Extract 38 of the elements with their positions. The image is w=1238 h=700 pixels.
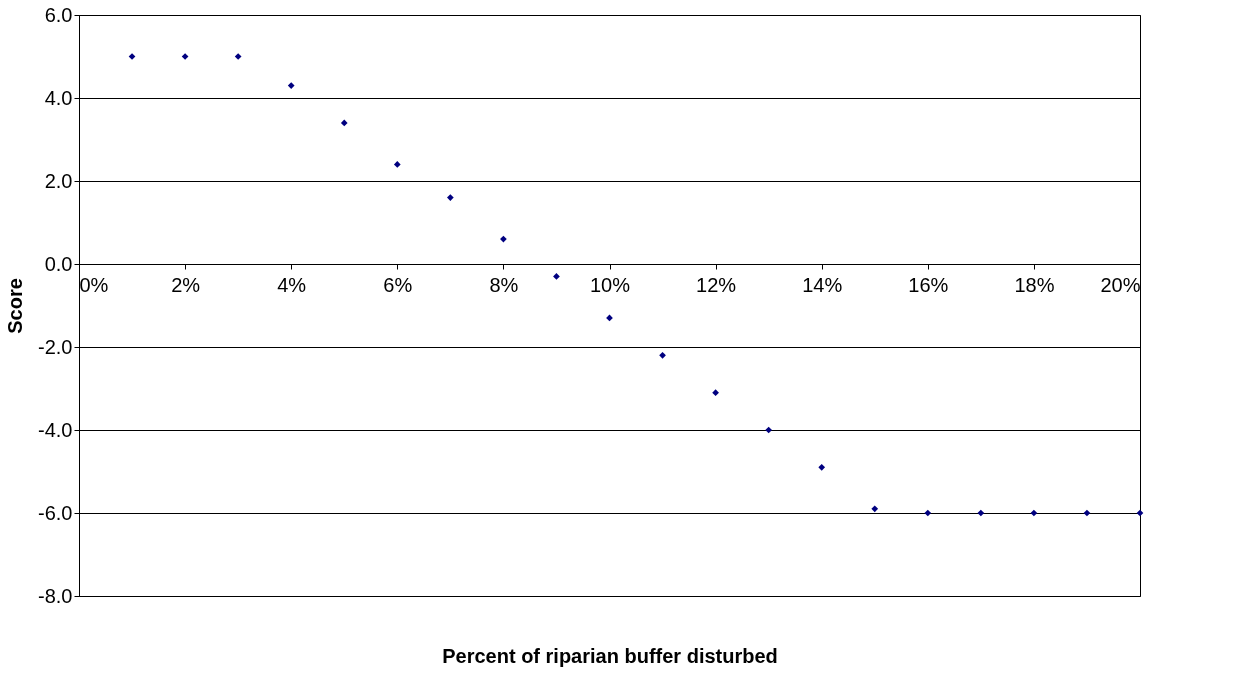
point <box>553 273 560 280</box>
y-tick-label: -2.0 <box>38 335 73 358</box>
point <box>447 194 454 201</box>
x-tick-label: 10% <box>589 273 631 296</box>
x-tick-label: 2% <box>171 273 201 296</box>
point <box>287 82 295 89</box>
point <box>393 161 401 168</box>
x-tick-label: 16% <box>908 273 949 296</box>
point <box>871 505 879 513</box>
x-tick-label: 20% <box>1100 273 1141 296</box>
x-tick-label: 4% <box>277 273 307 296</box>
point <box>234 53 242 60</box>
point <box>977 509 985 517</box>
y-tick-label: -4.0 <box>38 418 73 441</box>
x-tick-label: 14% <box>802 273 843 296</box>
x-axis-title: Percent of riparian buffer disturbed <box>442 644 778 667</box>
y-axis-title: Score <box>4 278 27 334</box>
x-tick-label: 0% <box>79 273 109 296</box>
point <box>659 351 666 359</box>
point <box>1030 509 1038 517</box>
x-tick-label: 12% <box>696 273 737 296</box>
y-tick-label: -8.0 <box>38 584 73 607</box>
x-tick-label: 6% <box>383 273 413 296</box>
point <box>500 235 507 243</box>
point <box>1136 509 1144 517</box>
x-tick-label: 18% <box>1014 273 1055 296</box>
y-tick-label: 6.0 <box>44 3 73 26</box>
point <box>340 119 348 127</box>
y-tick-label: 2.0 <box>44 169 73 192</box>
point <box>765 426 772 434</box>
point <box>818 464 826 471</box>
y-tick-label: -6.0 <box>38 501 73 524</box>
y-tick-label: 0.0 <box>44 252 73 275</box>
y-tick-label: 4.0 <box>44 86 73 109</box>
point <box>924 509 932 517</box>
point <box>1083 509 1091 517</box>
point <box>712 389 719 396</box>
x-tick-label: 8% <box>489 273 519 296</box>
